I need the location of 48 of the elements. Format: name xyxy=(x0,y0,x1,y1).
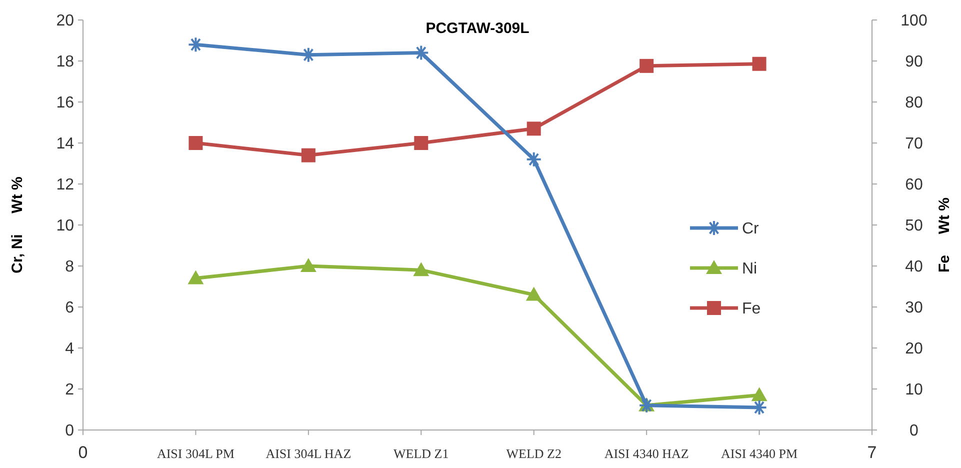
x-tick-label: AISI 4340 PM xyxy=(720,446,798,461)
y-tick-label: 20 xyxy=(56,12,74,30)
point xyxy=(301,148,316,162)
x-tick-label: WELD Z1 xyxy=(394,446,449,461)
y-tick-label: 8 xyxy=(65,258,74,276)
y2-tick-label: 30 xyxy=(905,300,923,317)
point xyxy=(413,262,430,276)
legend-label: Ni xyxy=(742,260,758,278)
y-tick-label: 10 xyxy=(56,218,74,235)
point xyxy=(414,136,428,150)
y2-tick-label: 40 xyxy=(905,258,923,276)
x-tick-label: 7 xyxy=(867,443,877,462)
point xyxy=(526,122,541,136)
y-tick-label: 2 xyxy=(65,382,74,399)
y-tick-label: 16 xyxy=(56,94,74,112)
legend-label: Fe xyxy=(742,300,761,318)
chart-title: PCGTAW-309L xyxy=(426,20,530,37)
point xyxy=(640,58,654,73)
x-tick-label: AISI 4340 HAZ xyxy=(604,446,689,461)
y-tick-label: 6 xyxy=(65,300,74,317)
y-tick-label: 0 xyxy=(65,422,74,440)
y2-tick-label: 0 xyxy=(910,422,919,440)
point xyxy=(751,387,768,402)
x-tick-label: 0 xyxy=(78,443,88,462)
y-tick-label: 4 xyxy=(65,340,74,358)
y2-tick-label: 50 xyxy=(905,218,923,235)
y2-tick-label: 10 xyxy=(905,382,923,399)
point xyxy=(188,270,204,284)
y-axis-title: Cr, Ni Wt % xyxy=(9,176,26,274)
point xyxy=(188,136,203,150)
y2-tick-label: 80 xyxy=(905,94,923,112)
y-tick-label: 18 xyxy=(56,54,74,71)
legend-label: Cr xyxy=(742,220,760,238)
y-tick-label: 14 xyxy=(56,136,74,153)
y2-axis-title: Fe Wt % xyxy=(936,198,953,272)
x-tick-label: AISI 304L HAZ xyxy=(266,446,352,461)
point xyxy=(300,258,316,272)
y-tick-label: 12 xyxy=(56,176,74,194)
point xyxy=(526,286,542,301)
x-tick-label: AISI 304L PM xyxy=(156,446,235,461)
y2-tick-label: 60 xyxy=(905,176,923,194)
point xyxy=(526,151,542,168)
y2-tick-label: 70 xyxy=(905,136,923,153)
y2-tick-label: 20 xyxy=(905,340,923,358)
x-tick-label: WELD Z2 xyxy=(506,446,562,461)
y2-tick-label: 100 xyxy=(900,12,928,30)
y2-tick-label: 90 xyxy=(905,54,923,71)
point xyxy=(752,56,766,71)
